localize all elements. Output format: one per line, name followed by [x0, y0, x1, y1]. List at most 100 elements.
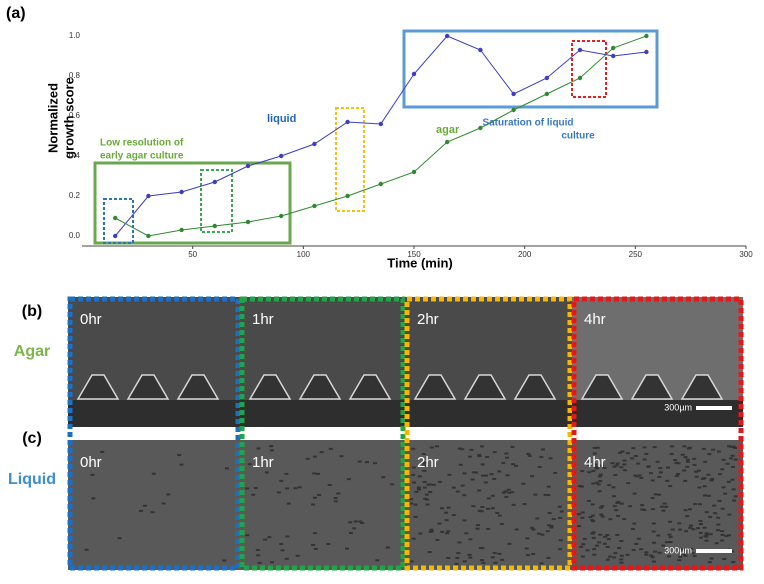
cell	[497, 470, 502, 473]
cell	[311, 503, 316, 506]
cell	[505, 456, 510, 459]
data-point	[212, 179, 217, 185]
cell	[622, 463, 627, 466]
data-point	[511, 91, 516, 97]
cell	[619, 558, 624, 561]
cell	[531, 552, 536, 555]
annotation: early agar culture	[100, 151, 184, 162]
y-tick-label: 0.6	[69, 111, 81, 120]
cell	[511, 503, 516, 506]
cell	[464, 532, 469, 535]
cell	[724, 535, 729, 538]
micrograph-base	[405, 400, 572, 427]
cell	[613, 474, 618, 477]
cell	[546, 556, 551, 559]
cell	[586, 499, 591, 502]
cell	[276, 491, 281, 494]
cell	[676, 462, 681, 465]
cell	[619, 554, 624, 557]
cell	[590, 503, 595, 506]
cell	[704, 511, 709, 514]
cell	[597, 475, 602, 478]
cell	[279, 479, 284, 482]
cell	[434, 445, 439, 448]
cell	[429, 530, 434, 533]
panel-label: (c)	[22, 430, 42, 447]
cell	[100, 450, 105, 453]
cell	[418, 532, 423, 535]
scale-bar-label: 300µm	[664, 402, 692, 412]
cell	[285, 535, 290, 538]
cell	[375, 559, 380, 562]
cell	[510, 445, 515, 448]
cell	[91, 497, 96, 500]
cell	[421, 461, 426, 464]
cell	[587, 464, 592, 467]
cell	[531, 528, 536, 531]
cell	[477, 489, 482, 492]
panel-label: (b)	[22, 303, 42, 320]
y-tick-label: 0.0	[69, 231, 81, 240]
cell	[480, 547, 485, 550]
cell	[139, 509, 144, 512]
cell	[682, 469, 687, 472]
cell	[357, 460, 362, 463]
cell	[668, 485, 673, 488]
cell	[707, 561, 712, 564]
cell	[468, 556, 473, 559]
data-point	[345, 119, 350, 125]
cell	[558, 539, 563, 542]
cell	[646, 465, 651, 468]
annotation: Low resolution of	[100, 138, 184, 149]
cell	[723, 492, 728, 495]
cell	[326, 543, 331, 546]
cell	[657, 493, 662, 496]
cell	[440, 530, 445, 533]
cell	[480, 463, 485, 466]
cell	[706, 473, 711, 476]
cell	[500, 558, 505, 561]
cell	[599, 464, 604, 467]
cell	[650, 479, 655, 482]
cell	[688, 526, 693, 529]
cell	[280, 549, 285, 552]
cell	[427, 551, 432, 554]
cell	[339, 455, 344, 458]
micrograph	[405, 440, 572, 570]
cell	[497, 514, 502, 517]
cell	[411, 447, 416, 450]
cell	[602, 466, 607, 469]
annotation: Saturation of liquid	[482, 118, 573, 129]
cell	[733, 446, 738, 449]
x-axis-label: Time (min)	[387, 255, 453, 270]
cell	[630, 528, 635, 531]
cell	[730, 454, 735, 457]
cell	[658, 467, 663, 470]
cell	[416, 486, 421, 489]
cell	[161, 502, 166, 505]
cell	[709, 479, 714, 482]
cell	[224, 467, 229, 470]
cell	[422, 486, 427, 489]
cell	[421, 453, 426, 456]
cell	[559, 510, 564, 513]
data-point	[445, 33, 450, 39]
highlight-box	[402, 29, 659, 109]
highlight-box	[93, 161, 292, 245]
cell	[704, 532, 709, 535]
cell	[696, 469, 701, 472]
cell	[264, 471, 269, 474]
cell	[614, 464, 619, 467]
cell	[253, 486, 258, 489]
cell	[696, 527, 701, 530]
data-point	[146, 193, 151, 199]
cell	[622, 459, 627, 462]
cell	[661, 509, 666, 512]
micro-channel	[413, 374, 457, 400]
cell	[648, 472, 653, 475]
cell	[437, 522, 442, 525]
cell	[580, 470, 585, 473]
cell	[455, 490, 460, 493]
cell	[460, 484, 465, 487]
